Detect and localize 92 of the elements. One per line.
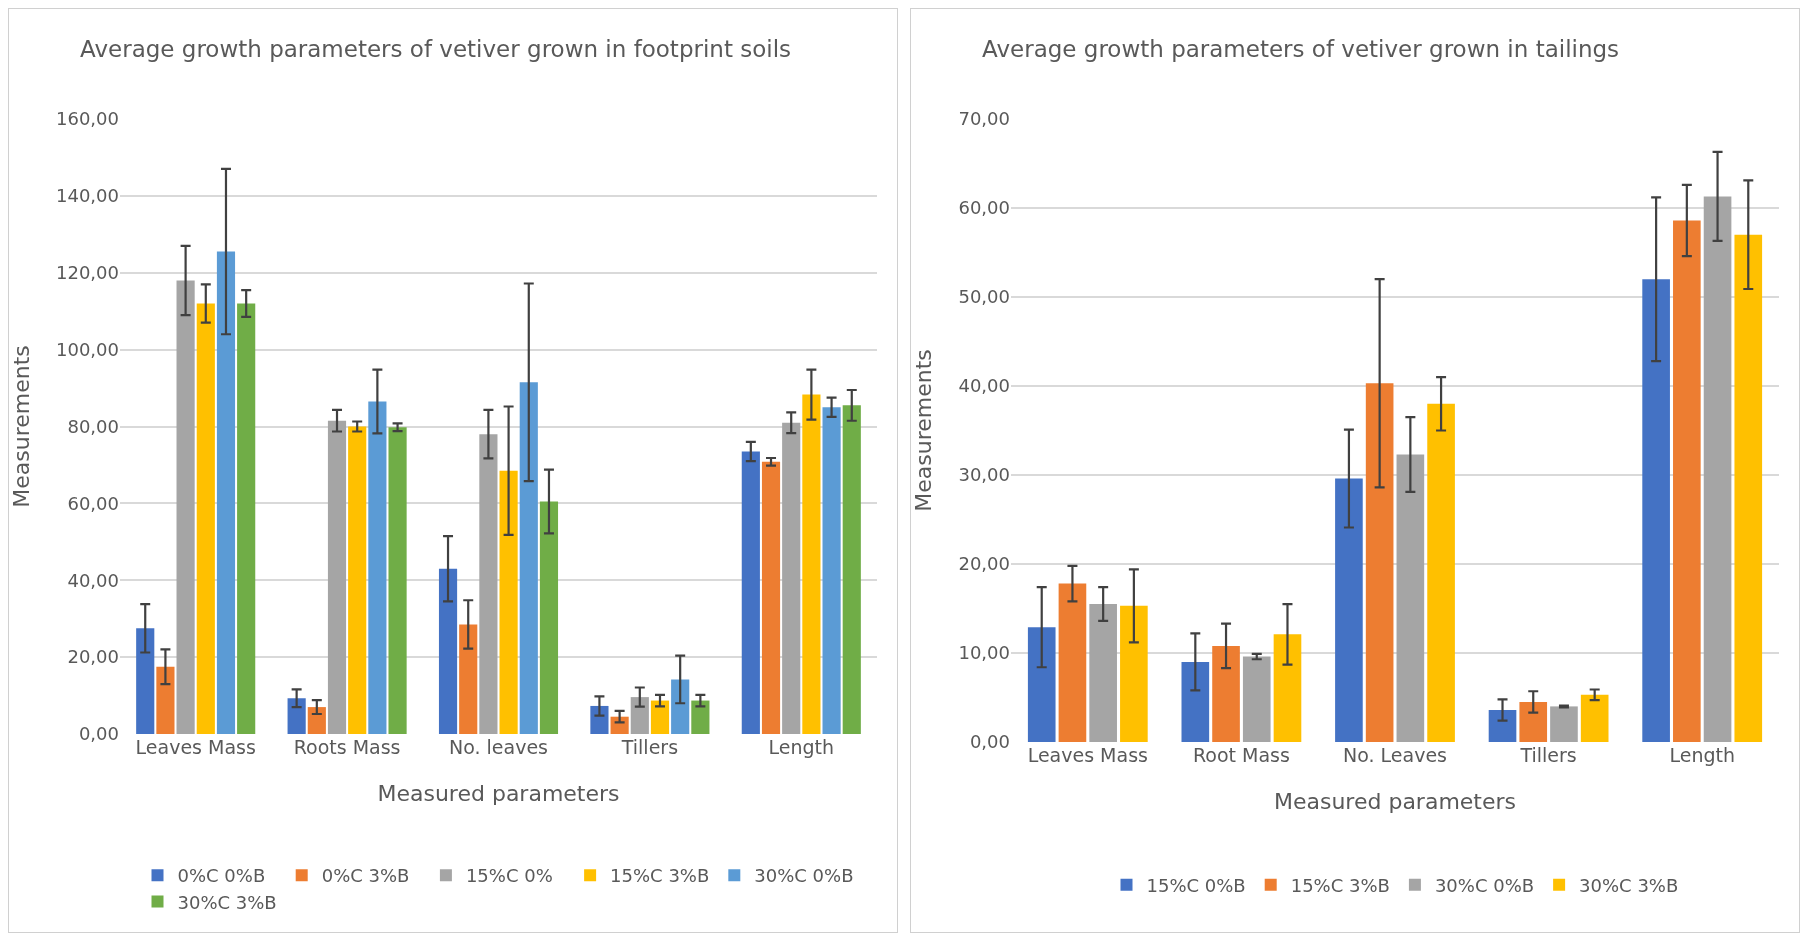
bar: [842, 405, 861, 734]
y-tick-label: 0,00: [78, 723, 119, 745]
bar: [1642, 279, 1670, 742]
chart-title: Average growth parameters of vetiver grown in footprint soils: [80, 36, 792, 63]
y-tick-label: 20,00: [67, 646, 119, 668]
bar: [136, 628, 155, 734]
bar: [782, 422, 801, 734]
legend-label: 0%C 3%B: [321, 865, 410, 887]
bar: [761, 461, 781, 734]
y-tick-label: 0,00: [969, 731, 1010, 753]
bar: [1273, 634, 1302, 742]
y-tick-label: 100,00: [56, 338, 119, 360]
bar: [822, 407, 841, 734]
x-tick-label: Leaves Mass: [135, 736, 256, 758]
legend-label: 30%C 3%B: [177, 891, 277, 913]
chart-title: Average growth parameters of vetiver grown in tailings: [982, 36, 1620, 63]
x-tick-label: Tillers: [1519, 744, 1577, 766]
bar: [1580, 694, 1609, 742]
bar: [1519, 701, 1548, 742]
x-tick-label: Roots Mass: [293, 736, 401, 758]
x-axis-title: Measured parameters: [377, 780, 620, 806]
bar: [368, 401, 387, 734]
y-tick-label: 30,00: [958, 464, 1010, 486]
bar: [156, 666, 175, 734]
x-tick-label: Root Mass: [1192, 744, 1290, 766]
bar: [539, 501, 559, 734]
x-tick-label: Leaves Mass: [1027, 744, 1148, 766]
x-tick-label: Length: [1669, 744, 1735, 766]
bar: [1120, 605, 1148, 742]
bar: [1703, 196, 1732, 742]
y-tick-label: 80,00: [67, 415, 119, 437]
x-tick-label: No. leaves: [448, 736, 549, 758]
bar: [1212, 645, 1240, 742]
bar: [1396, 454, 1425, 742]
y-axis-title: Measurements: [911, 349, 937, 512]
bar: [1673, 220, 1701, 742]
x-tick-label: Length: [768, 736, 835, 758]
x-axis-title: Measured parameters: [1273, 788, 1517, 814]
bar: [348, 426, 367, 734]
bar: [741, 451, 760, 734]
bar: [307, 707, 326, 734]
bar: [499, 470, 518, 734]
bar: [1365, 383, 1394, 742]
bar: [196, 303, 215, 734]
y-tick-label: 40,00: [67, 569, 119, 591]
bar: [1181, 661, 1210, 742]
bar: [287, 698, 306, 734]
bar: [691, 700, 710, 734]
y-tick-label: 70,00: [958, 108, 1010, 130]
legend-label: 15%C 0%B: [1146, 874, 1246, 896]
x-tick-label: No. Leaves: [1343, 744, 1447, 766]
legend-label: 15%C 0%: [465, 865, 553, 887]
y-tick-label: 120,00: [56, 262, 119, 284]
bar: [1027, 627, 1056, 742]
y-tick-label: 50,00: [958, 286, 1010, 308]
bar: [1089, 604, 1117, 742]
y-tick-label: 20,00: [958, 553, 1010, 575]
bar: [590, 705, 609, 734]
bar: [1488, 709, 1517, 742]
bar: [519, 382, 538, 734]
y-tick-label: 10,00: [958, 642, 1010, 664]
bar: [1242, 656, 1271, 742]
y-tick-label: 40,00: [958, 375, 1010, 397]
bar: [216, 251, 236, 734]
legend-label: 15%C 3%B: [610, 865, 710, 887]
y-tick-label: 60,00: [67, 492, 119, 514]
bar: [671, 679, 690, 734]
bar: [438, 568, 458, 734]
bar: [630, 697, 649, 734]
bar: [1550, 706, 1578, 742]
bar: [388, 427, 407, 734]
y-tick-label: 140,00: [56, 185, 119, 207]
legend-label: 30%C 3%B: [1579, 874, 1679, 896]
bar: [327, 420, 347, 734]
bar: [802, 394, 821, 734]
bar: [237, 303, 256, 734]
y-axis-title: Measurements: [9, 345, 34, 508]
bar: [176, 280, 195, 734]
bar: [1427, 403, 1455, 742]
legend-label: 30%C 0%B: [754, 865, 854, 887]
y-tick-label: 160,00: [56, 108, 119, 130]
legend-label: 0%C 0%B: [177, 865, 266, 887]
legend-label: 30%C 0%B: [1434, 874, 1535, 896]
bar: [459, 624, 478, 734]
bar: [479, 434, 498, 734]
bar: [650, 700, 670, 734]
x-tick-label: Tillers: [620, 736, 679, 758]
bar: [1058, 583, 1087, 742]
bar: [1335, 478, 1363, 742]
y-tick-label: 60,00: [958, 197, 1010, 219]
legend-label: 15%C 3%B: [1290, 874, 1390, 896]
bar: [1734, 234, 1763, 742]
